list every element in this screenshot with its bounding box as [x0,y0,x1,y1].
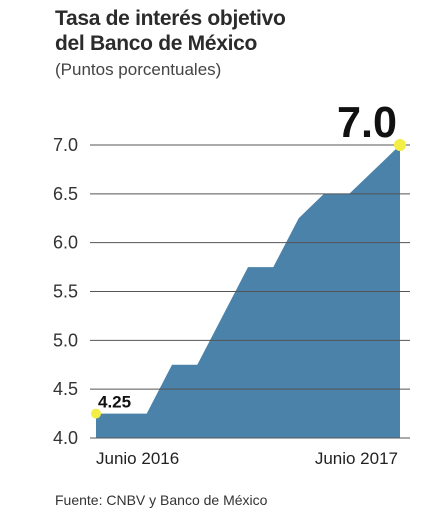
chart-title-line-1: Tasa de interés objetivo [55,7,286,30]
chart-subtitle: (Puntos porcentuales) [55,60,222,79]
chart-title: Tasa de interés objetivo del Banco de Mé… [55,6,286,56]
x-tick-label: Junio 2017 [315,449,398,468]
rate-area-chart: 7.0 6.5 6.0 5.5 5.0 4.5 4.0 4.25 7.0 Junio 2016 Ju… [53,98,410,468]
y-tick-label: 7.0 [53,135,78,155]
y-tick-label: 4.0 [53,428,78,448]
y-tick-label: 5.5 [53,282,78,302]
y-tick-label: 4.5 [53,379,78,399]
end-marker [394,139,406,151]
source-note: Fuente: CNBV y Banco de México [55,492,268,508]
end-value-label: 7.0 [337,98,397,147]
x-tick-label: Junio 2016 [96,449,179,468]
y-tick-label: 5.0 [53,330,78,350]
start-value-label: 4.25 [98,393,131,412]
start-marker [91,408,101,419]
chart-title-line-2: del Banco de México [55,32,258,55]
y-tick-label: 6.5 [53,184,78,204]
y-tick-label: 6.0 [53,233,78,253]
